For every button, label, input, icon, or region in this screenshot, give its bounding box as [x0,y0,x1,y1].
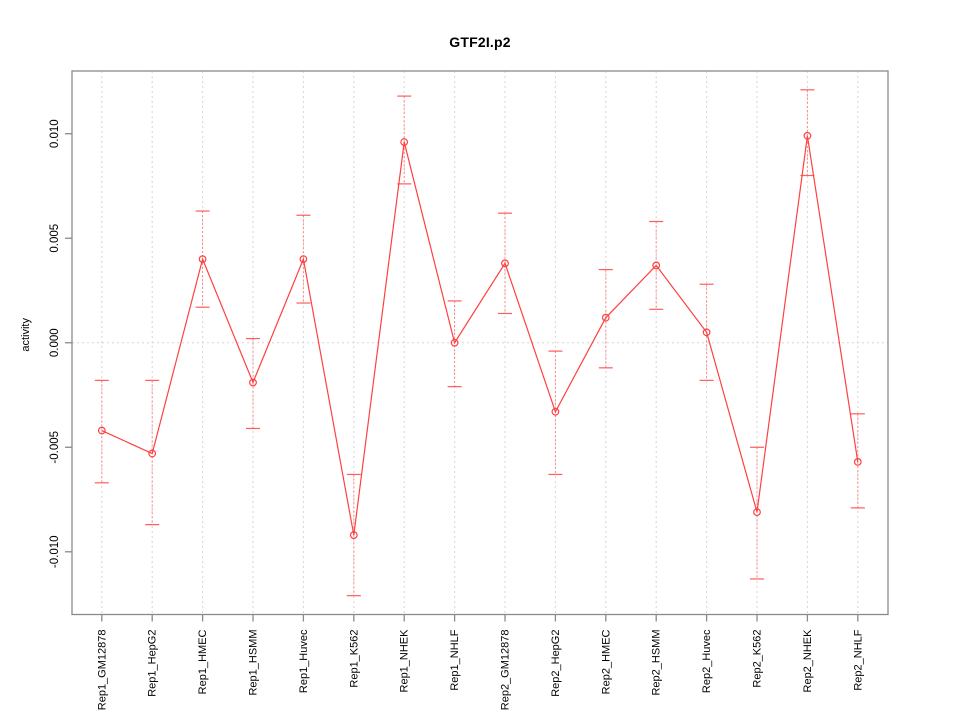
y-tick-label: 0.005 [49,224,61,253]
x-tick-label: Rep2_HepG2 [550,630,562,697]
x-tick-label: Rep1_GM12878 [96,630,108,711]
x-tick-label: Rep2_GM12878 [500,630,512,711]
x-tick-label: Rep1_NHLF [449,629,461,690]
x-tick-label: Rep2_NHEK [802,629,814,693]
data-point-marker [299,255,308,264]
x-tick-label: Rep1_NHEK [399,629,411,693]
data-point-marker [148,449,157,458]
data-point-marker [601,313,610,322]
y-tick-label: 0.010 [49,119,61,148]
x-tick-label: Rep1_K562 [348,630,360,688]
data-point-marker [702,328,711,337]
data-point-marker [400,138,409,146]
y-tick-label: 0.000 [49,328,61,357]
data-point-marker [652,261,661,270]
data-point-marker [551,407,560,416]
x-tick-label: Rep2_HSMM [651,630,663,696]
x-tick-label: Rep2_Huvec [701,629,713,693]
x-tick-label: Rep2_K562 [752,630,764,688]
data-point-marker [753,508,761,516]
y-tick-label: -0.005 [49,431,61,464]
x-tick-label: Rep1_HepG2 [147,630,159,697]
plot-frame [71,70,889,616]
x-tick-label: Rep2_NHLF [852,629,864,690]
series-line [101,135,859,536]
data-point-marker [501,259,509,268]
x-tick-label: Rep1_HSMM [248,630,260,696]
data-point-marker [803,131,812,140]
y-tick-label: -0.010 [49,535,61,568]
data-point-marker [97,426,106,435]
x-tick-label: Rep2_HMEC [600,629,612,694]
data-point-marker [249,378,257,387]
data-point-marker [853,458,862,466]
x-tick-label: Rep1_HMEC [197,629,209,694]
chart-title: GTF2I.p2 [449,34,511,50]
data-point-marker [450,338,459,347]
x-tick-label: Rep1_Huvec [298,629,310,693]
data-point-marker [198,255,207,264]
data-point-marker [349,531,358,539]
